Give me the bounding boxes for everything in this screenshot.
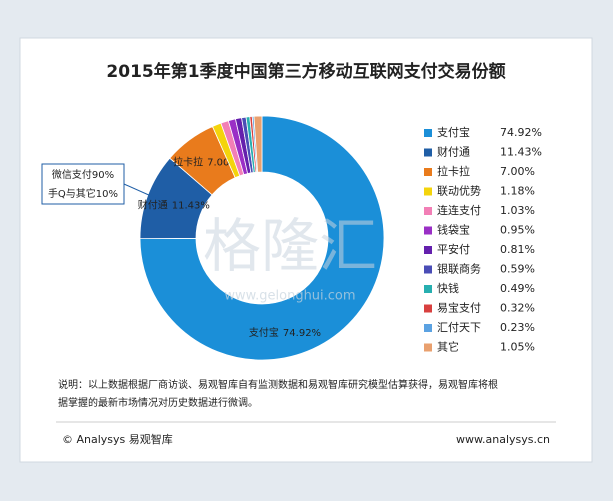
note: 说明：以上数据根据厂商访谈、易观智库自有监测数据和易观智库研究模型估算获得，易观… <box>58 378 498 391</box>
legend-swatch <box>424 304 432 313</box>
legend-value: 1.05% <box>500 341 535 354</box>
legend-label: 支付宝 <box>437 125 470 139</box>
legend-label: 财付通 <box>437 145 470 159</box>
legend-label: 易宝支付 <box>437 301 481 315</box>
slice-label-value: 7.00% <box>207 157 239 168</box>
legend-swatch <box>424 226 432 235</box>
legend-label: 连连支付 <box>437 204 481 217</box>
slice-label-name: 支付宝 <box>249 326 279 339</box>
legend-value: 0.59% <box>500 263 535 276</box>
legend-value: 1.03% <box>500 204 535 217</box>
legend-value: 7.00% <box>500 165 535 178</box>
card <box>19 37 593 463</box>
legend-label: 联动优势 <box>437 185 481 198</box>
legend-label: 其它 <box>437 340 459 354</box>
chart-title: 2015年第1季度中国第三方移动互联网支付交易份额 <box>106 61 505 82</box>
legend-value: 0.95% <box>500 224 535 237</box>
legend-swatch <box>424 246 432 254</box>
annotation: 微信支付90% <box>52 168 114 181</box>
legend-swatch <box>424 148 432 157</box>
slice-label-name: 拉卡拉 <box>173 155 203 168</box>
legend-label: 平安付 <box>437 242 470 256</box>
annotation-line <box>123 183 161 201</box>
watermark-url: www.gelonghui.com <box>224 289 355 304</box>
legend-value: 0.81% <box>500 243 535 256</box>
legend-label: 快钱 <box>437 281 459 295</box>
legend-value: 74.92% <box>500 126 542 139</box>
slice-label-value: 74.92% <box>283 328 321 339</box>
footer-copyright: © Analysys 易观智库 <box>62 432 173 446</box>
watermark: 格隆汇 <box>203 212 377 280</box>
legend-swatch <box>424 207 432 215</box>
slice-label: 财付通 11.43% <box>138 198 210 211</box>
slice <box>253 115 263 173</box>
legend-swatch <box>424 285 432 293</box>
slice <box>139 115 385 361</box>
slice-label: 拉卡拉 7.00% <box>173 155 239 168</box>
legend-swatch <box>424 265 432 274</box>
legend-swatch <box>424 324 432 332</box>
legend-label: 汇付天下 <box>437 321 481 334</box>
legend-value: 0.49% <box>500 282 535 295</box>
annotation: 手Q与其它10% <box>48 187 118 200</box>
legend-value: 0.23% <box>500 321 535 334</box>
legend-swatch <box>424 168 432 176</box>
legend-label: 钱袋宝 <box>437 223 470 237</box>
legend-label: 拉卡拉 <box>437 164 470 178</box>
legend-value: 11.43% <box>500 146 542 159</box>
slice-label-value: 11.43% <box>172 200 210 211</box>
legend-swatch <box>424 187 432 196</box>
legend-swatch <box>424 129 432 137</box>
note: 据掌握的最新市场情况对历史数据进行微调。 <box>58 396 258 409</box>
legend-value: 0.32% <box>500 302 535 315</box>
slice-label: 支付宝 74.92% <box>249 326 321 339</box>
legend-label: 银联商务 <box>437 262 481 276</box>
legend-swatch <box>424 343 432 352</box>
legend-value: 1.18% <box>500 185 535 198</box>
slice-label-name: 财付通 <box>138 198 168 211</box>
footer-url: www.analysys.cn <box>456 433 550 446</box>
